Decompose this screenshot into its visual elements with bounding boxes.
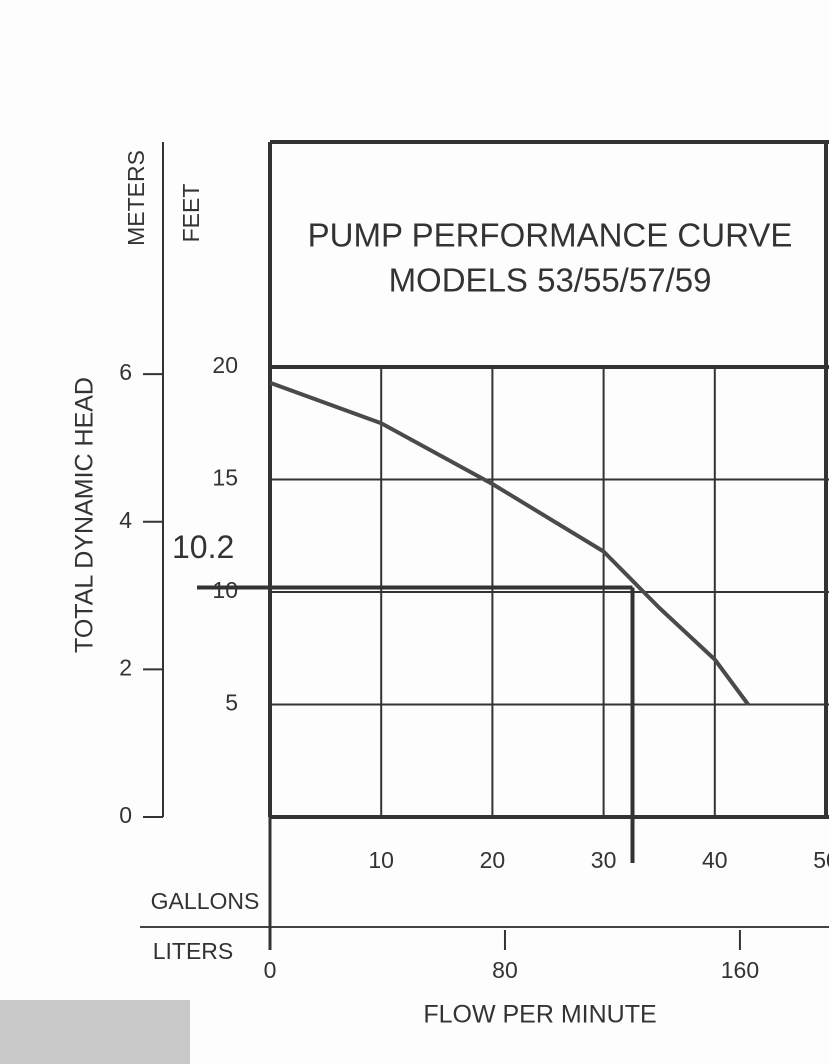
y-label: TOTAL DYNAMIC HEAD	[71, 377, 99, 653]
chart-title: PUMP PERFORMANCE CURVE	[308, 217, 793, 254]
chart-subtitle: MODELS 53/55/57/59	[389, 262, 712, 299]
x-label: FLOW PER MINUTE	[423, 1001, 656, 1029]
y-unit: FEET	[178, 184, 204, 243]
x-tick-label: 50	[813, 847, 829, 873]
x2-tick-label: 0	[264, 957, 277, 983]
x2-tick-label: 160	[721, 957, 759, 983]
y-tick-label: 15	[212, 465, 238, 491]
annotation-label: 10.2	[172, 529, 234, 565]
x-tick-label: 30	[591, 847, 617, 873]
y-tick-label: 20	[212, 352, 238, 378]
y-tick-label: 5	[225, 690, 238, 716]
x-unit: GALLONS	[151, 888, 260, 914]
y2-tick-label: 6	[119, 359, 132, 385]
x-tick-label: 40	[702, 847, 728, 873]
y-tick-label: 10	[212, 577, 238, 603]
y2-tick-label: 4	[119, 507, 132, 533]
y2-tick-label: 2	[119, 654, 132, 680]
x-tick-label: 10	[368, 847, 394, 873]
shadow	[0, 1000, 190, 1064]
x2-unit: LITERS	[153, 938, 234, 964]
y2-unit: METERS	[123, 150, 149, 246]
y2-tick-label: 0	[119, 802, 132, 828]
x-tick-label: 20	[480, 847, 506, 873]
pump-curve	[269, 380, 750, 706]
x2-tick-label: 80	[492, 957, 518, 983]
